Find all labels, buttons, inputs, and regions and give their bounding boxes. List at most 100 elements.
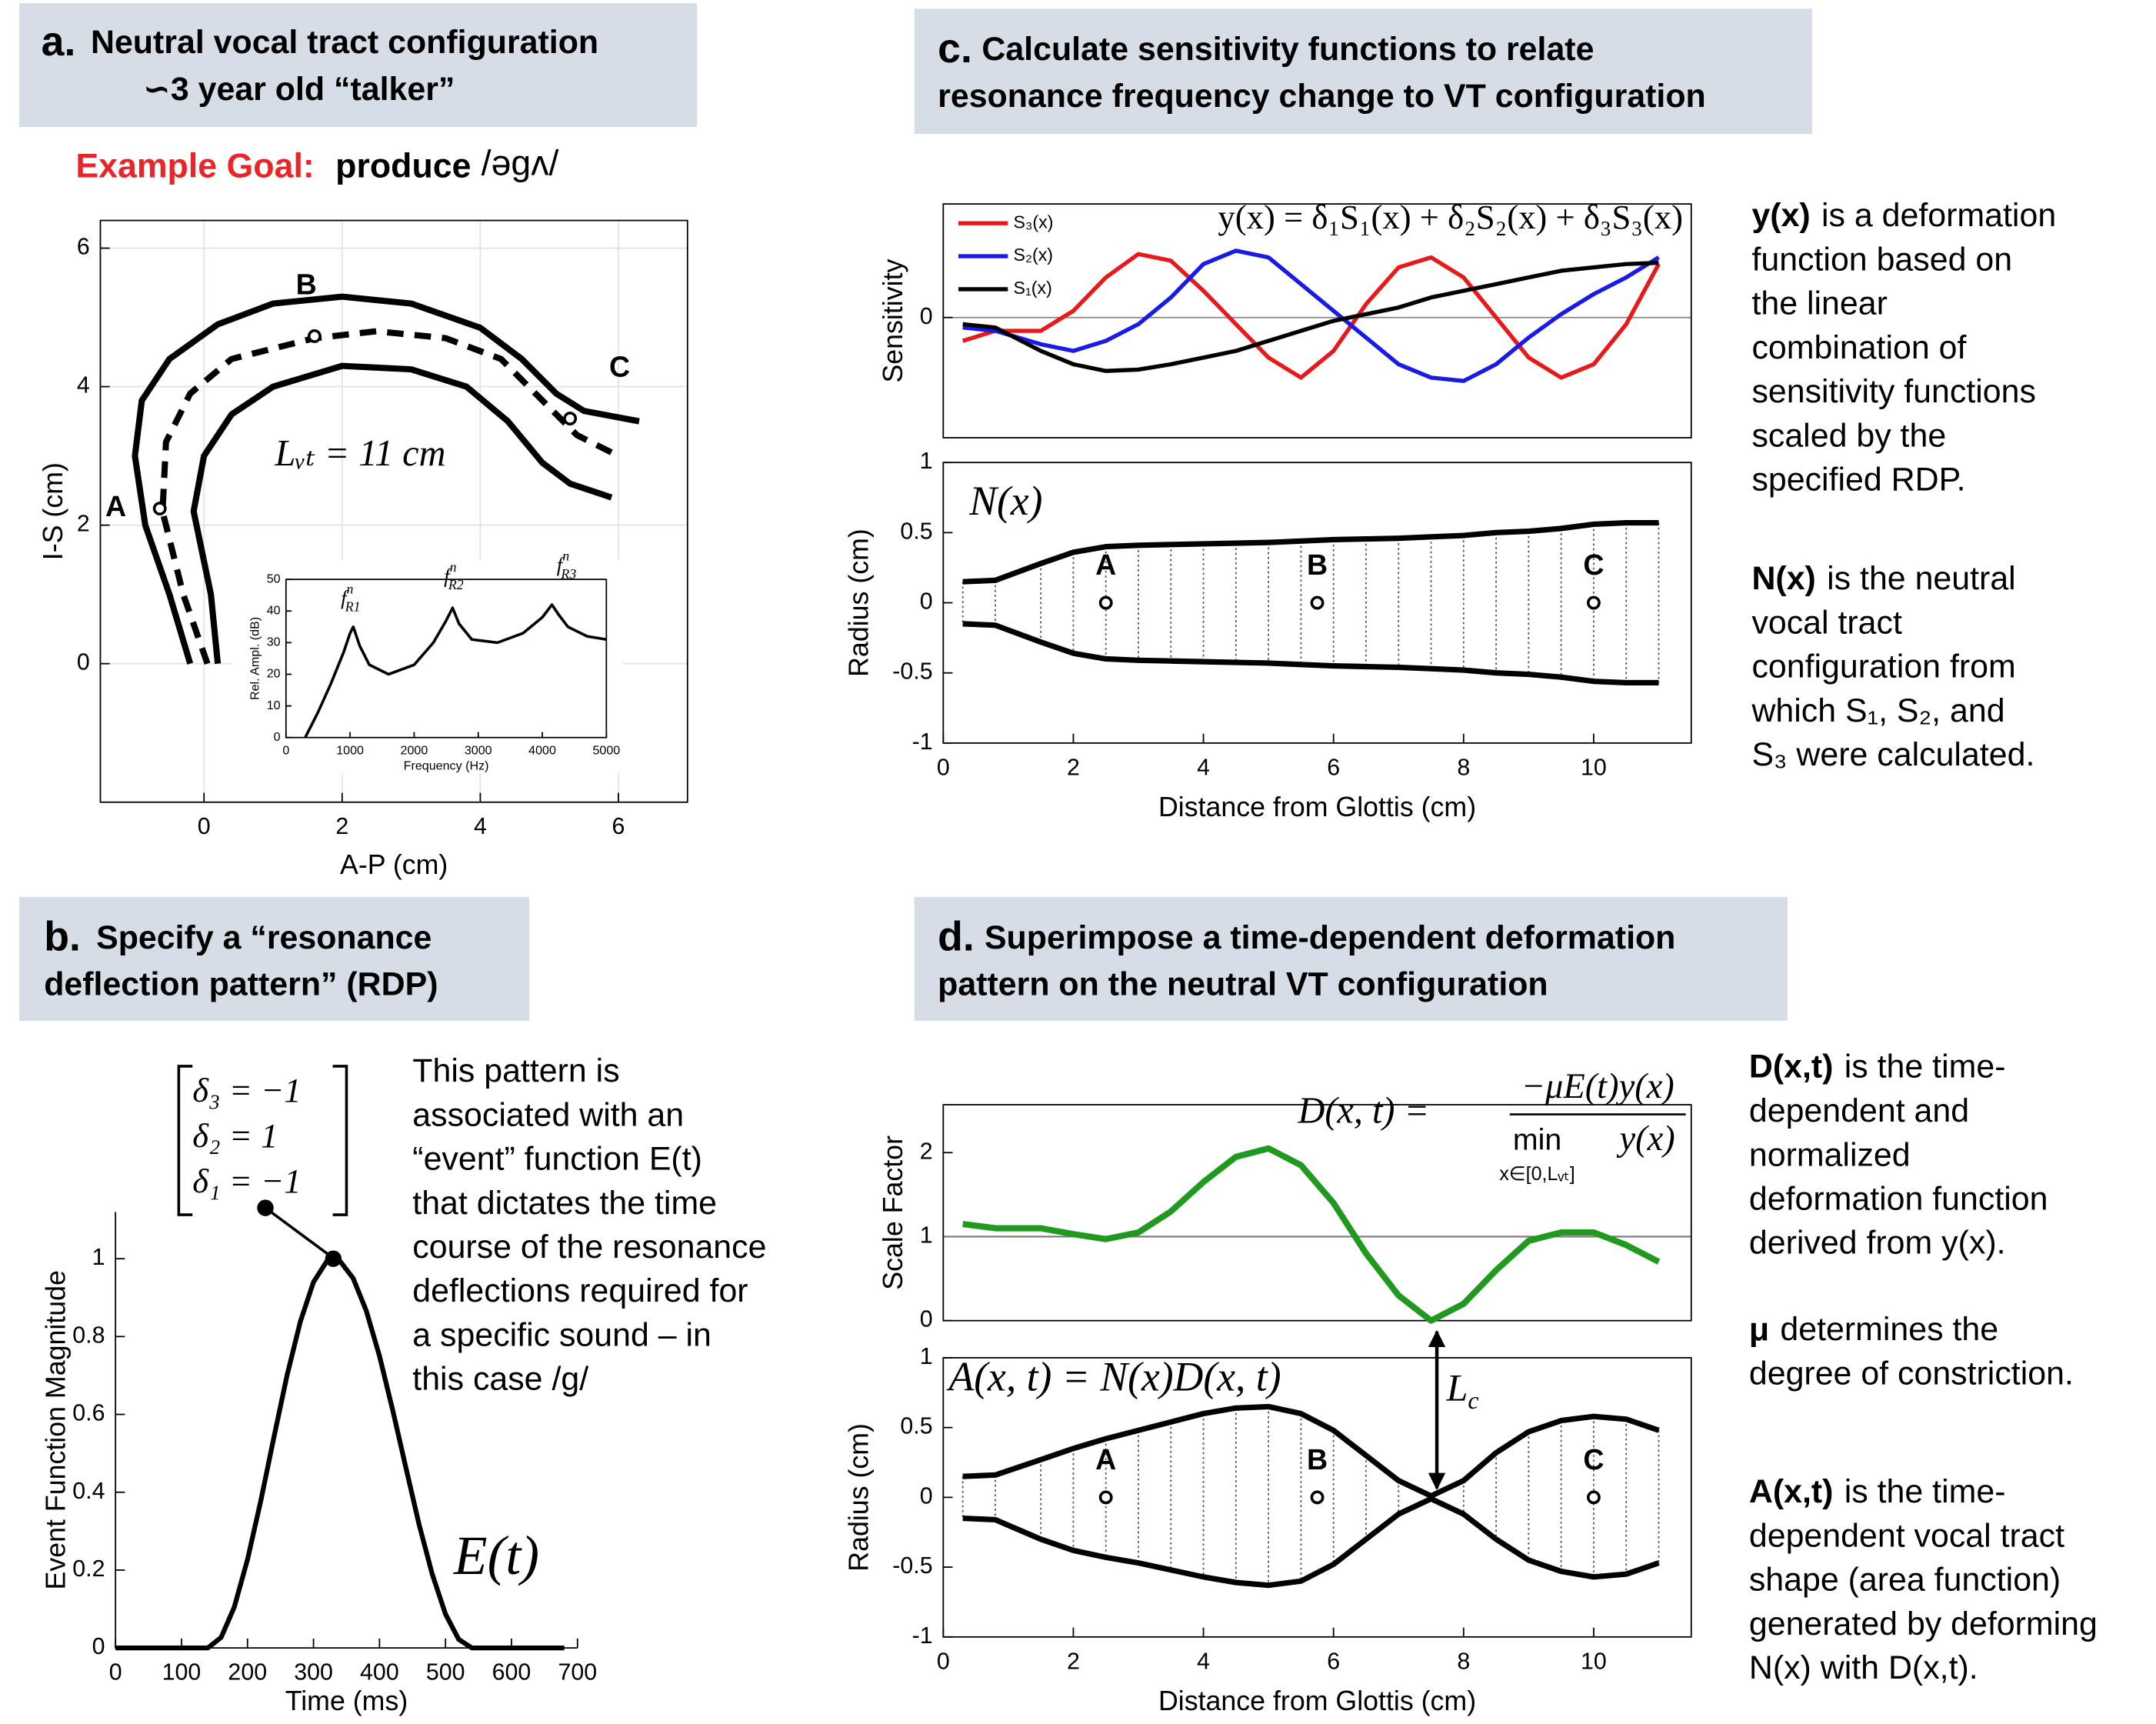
peak-label-sub: R3 bbox=[560, 566, 576, 582]
y-axis-label: Rel. Ampl. (dB) bbox=[248, 617, 262, 700]
y-tick-label: 0.2 bbox=[72, 1556, 105, 1582]
x-tick-label: 0 bbox=[109, 1659, 122, 1686]
inset-bg bbox=[231, 560, 622, 773]
marker bbox=[1311, 1492, 1322, 1502]
marker bbox=[309, 331, 320, 342]
panel-title: deflection pattern” (RDP) bbox=[44, 966, 438, 1003]
note-line: specified RDP. bbox=[1751, 462, 1965, 499]
x-tick-label: 400 bbox=[360, 1659, 399, 1686]
x-axis-label: Distance from Glottis (cm) bbox=[1158, 1686, 1476, 1716]
peak-label-sup: n bbox=[450, 559, 457, 575]
goal-text: produce bbox=[335, 147, 471, 185]
legend-label: S₂(x) bbox=[1013, 245, 1053, 265]
note-line: normalized bbox=[1749, 1136, 1911, 1173]
marker bbox=[1311, 597, 1322, 608]
y-tick-label: 1 bbox=[92, 1244, 105, 1270]
y-tick-label: 20 bbox=[267, 667, 281, 681]
marker-label: A bbox=[105, 490, 126, 522]
body-line: that dictates the time bbox=[412, 1185, 717, 1222]
x-axis-label: A-P (cm) bbox=[340, 849, 448, 880]
panel-title: Calculate sensitivity functions to relat… bbox=[981, 31, 1594, 68]
x-tick-label: 6 bbox=[612, 813, 625, 839]
matrix-row: δ₁ = −1 bbox=[192, 1162, 301, 1200]
x-tick-label: 4000 bbox=[528, 744, 556, 758]
x-tick-label: 4 bbox=[474, 813, 487, 839]
constriction-label: Lc bbox=[1446, 1366, 1479, 1414]
y-tick-label: 0 bbox=[920, 1306, 933, 1332]
y-axis-label: Radius (cm) bbox=[843, 529, 874, 677]
peak-label-sub: R2 bbox=[448, 577, 464, 592]
marker bbox=[1101, 1492, 1111, 1502]
formula-denominator: y(x) bbox=[1616, 1119, 1674, 1159]
note-term: N(x) bbox=[1751, 560, 1815, 597]
curve-label: E(t) bbox=[453, 1526, 539, 1586]
x-tick-label: 4 bbox=[1197, 1648, 1210, 1674]
figure: a. Neutral vocal tract configuration ∽3 … bbox=[0, 0, 2156, 1724]
panel-letter: b. bbox=[44, 914, 81, 960]
panel-title: Superimpose a time-dependent deformation bbox=[985, 919, 1675, 956]
goal-label: Example Goal: bbox=[75, 147, 314, 185]
legend-label: S₁(x) bbox=[1013, 278, 1051, 298]
header-box bbox=[19, 3, 697, 127]
pointer-line bbox=[265, 1208, 334, 1259]
note-line: sensitivity functions bbox=[1751, 373, 2036, 410]
panel-title: ∽3 year old “talker” bbox=[143, 71, 455, 108]
panel-title: pattern on the neutral VT configuration bbox=[938, 966, 1548, 1003]
y-tick-label: 1 bbox=[920, 1343, 933, 1369]
curve-label: N(x) bbox=[968, 478, 1042, 524]
body-line: this case /g/ bbox=[412, 1361, 588, 1398]
body-line: deflections required for bbox=[412, 1272, 748, 1309]
x-tick-label: 6 bbox=[1327, 1648, 1340, 1674]
y-tick-label: 0 bbox=[920, 303, 933, 329]
marker bbox=[1588, 597, 1599, 608]
y-tick-label: 0 bbox=[920, 1482, 933, 1509]
y-tick-label: -1 bbox=[912, 729, 933, 755]
note-text: determines the bbox=[1780, 1311, 1998, 1348]
note-line: derived from y(x). bbox=[1749, 1225, 2006, 1262]
note-line: D(x,t)is the time- bbox=[1749, 1049, 2006, 1085]
constriction-sub: c bbox=[1468, 1386, 1478, 1414]
y-tick-label: 6 bbox=[77, 234, 90, 260]
panel-title: resonance frequency change to VT configu… bbox=[938, 78, 1706, 115]
x-tick-label: 8 bbox=[1457, 1648, 1470, 1674]
x-tick-label: 0 bbox=[937, 1648, 950, 1674]
panel-letter: d. bbox=[938, 914, 975, 960]
x-tick-label: 0 bbox=[282, 744, 289, 758]
y-tick-label: 0.5 bbox=[900, 518, 932, 544]
formula: y(x) = δ₁S₁(x) + δ₂S₂(x) + δ₃S₃(x) bbox=[1218, 198, 1683, 236]
x-tick-label: 8 bbox=[1457, 754, 1470, 780]
x-tick-label: 4 bbox=[1197, 754, 1210, 780]
goal-phonemes: /əgʌ/ bbox=[482, 142, 559, 182]
marker bbox=[1101, 597, 1111, 608]
y-tick-label: 2 bbox=[77, 511, 90, 537]
body-line: associated with an bbox=[412, 1096, 684, 1133]
constriction-base: L bbox=[1446, 1366, 1468, 1409]
peak-label-sub: R1 bbox=[345, 599, 361, 615]
formula: A(x, t) = N(x)D(x, t) bbox=[946, 1354, 1281, 1400]
marker bbox=[1588, 1492, 1599, 1502]
x-tick-label: 6 bbox=[1327, 754, 1340, 780]
y-tick-label: 0.6 bbox=[72, 1400, 105, 1426]
y-tick-label: -0.5 bbox=[892, 659, 932, 685]
x-tick-label: 1000 bbox=[336, 744, 364, 758]
note-term: A(x,t) bbox=[1749, 1473, 1834, 1510]
peak-label-sup: n bbox=[347, 582, 354, 597]
body-line: “event” function E(t) bbox=[412, 1141, 702, 1178]
y-tick-label: 0 bbox=[274, 730, 281, 744]
x-tick-label: 10 bbox=[1581, 754, 1607, 780]
x-tick-label: 10 bbox=[1581, 1648, 1607, 1674]
header-box bbox=[915, 8, 1812, 134]
matrix-row: δ₃ = −1 bbox=[192, 1071, 301, 1109]
note-term: D(x,t) bbox=[1749, 1049, 1834, 1085]
note-line: y(x)is a deformation bbox=[1751, 197, 2056, 234]
y-tick-label: 2 bbox=[920, 1138, 933, 1164]
body-line: course of the resonance bbox=[412, 1229, 766, 1265]
pointer-dot bbox=[257, 1199, 273, 1215]
x-tick-label: 600 bbox=[492, 1659, 532, 1686]
note-line: function based on bbox=[1751, 242, 2012, 278]
x-axis-label: Time (ms) bbox=[285, 1686, 408, 1716]
x-tick-label: 100 bbox=[162, 1659, 202, 1686]
length-label: Lᵥₜ = 11 cm bbox=[275, 433, 446, 474]
series-line bbox=[963, 624, 1659, 683]
note-line: configuration from bbox=[1751, 649, 2015, 685]
